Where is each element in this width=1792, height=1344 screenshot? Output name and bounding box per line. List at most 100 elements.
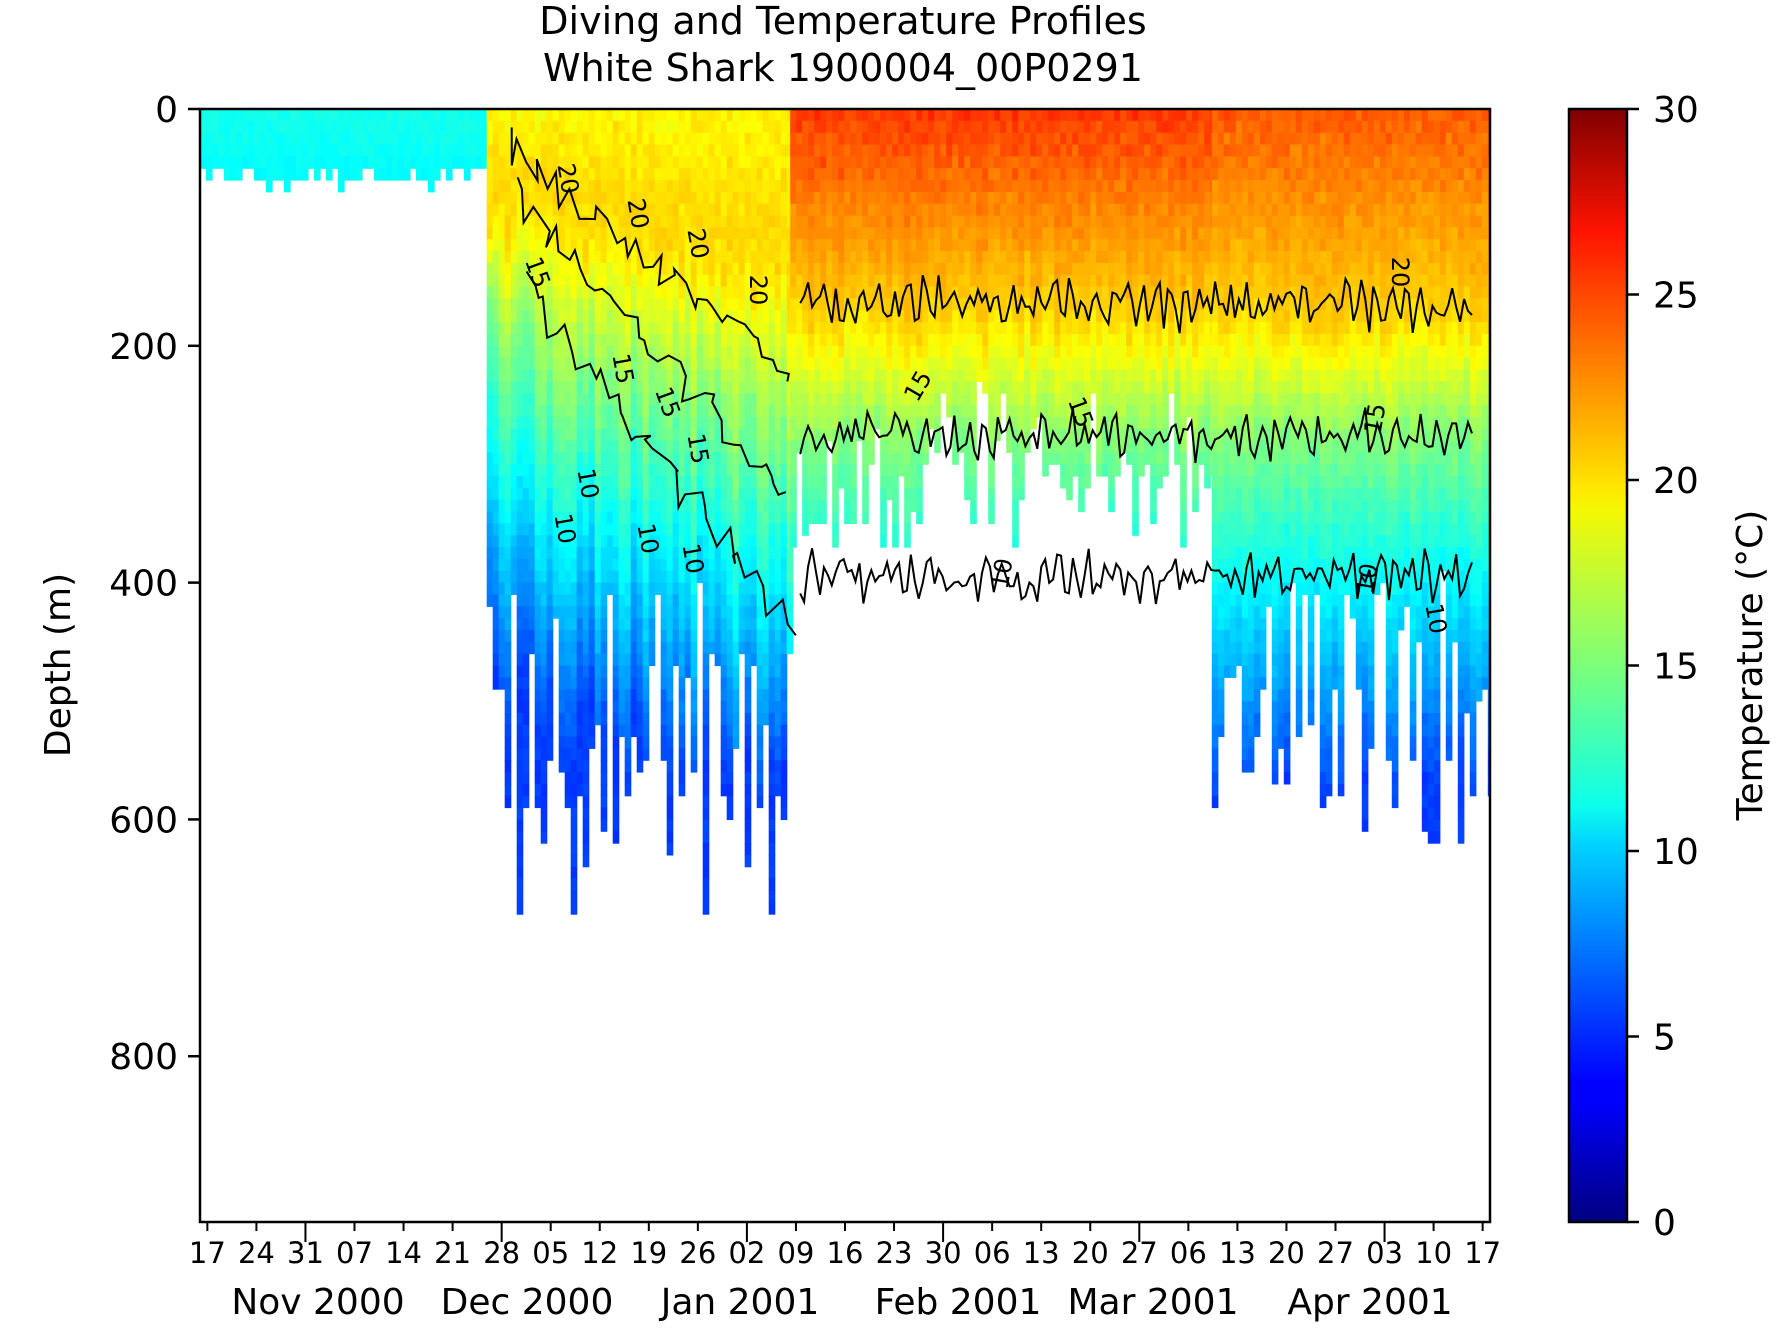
heatmap-cell <box>892 440 899 453</box>
heatmap-cell <box>928 298 935 311</box>
heatmap-cell <box>1144 428 1151 442</box>
heatmap-cell <box>564 724 572 738</box>
heatmap-cell <box>624 736 632 749</box>
heatmap-cell <box>492 393 500 406</box>
heatmap-cell <box>832 381 839 394</box>
heatmap-cell <box>660 535 668 548</box>
heatmap-cell <box>648 405 656 418</box>
heatmap-cell <box>994 132 1001 146</box>
heatmap-cell <box>558 641 566 655</box>
heatmap-cell <box>1006 132 1013 146</box>
heatmap-cell <box>1042 227 1049 240</box>
heatmap-cell <box>916 262 923 276</box>
heatmap-cell <box>594 286 602 299</box>
heatmap-cell <box>868 144 875 157</box>
heatmap-cell <box>588 665 596 678</box>
heatmap-cell <box>636 393 644 406</box>
heatmap-cell <box>738 286 746 299</box>
heatmap-cell <box>528 641 536 655</box>
heatmap-cell <box>1000 251 1007 264</box>
heatmap-cell <box>630 428 638 442</box>
heatmap-cell <box>874 381 881 394</box>
heatmap-cell <box>1006 357 1013 370</box>
heatmap-cell <box>516 653 524 667</box>
heatmap-cell <box>1030 345 1037 359</box>
heatmap-cell <box>738 511 746 524</box>
heatmap-cell <box>808 511 815 524</box>
heatmap-cell <box>1084 109 1091 122</box>
heatmap-cell <box>1030 286 1037 299</box>
heatmap-cell <box>862 405 869 418</box>
heatmap-cell <box>678 464 686 477</box>
heatmap-cell <box>576 464 584 477</box>
heatmap-cell <box>808 132 815 146</box>
heatmap-cell <box>582 286 590 299</box>
heatmap-cell <box>958 168 965 181</box>
heatmap-cell <box>780 227 788 240</box>
heatmap-cell <box>762 535 770 548</box>
heatmap-cell <box>618 251 626 264</box>
heatmap-cell <box>952 369 959 382</box>
heatmap-cell <box>958 345 965 359</box>
heatmap-cell <box>952 227 959 240</box>
heatmap-cell <box>1102 215 1109 228</box>
heatmap-cell <box>1048 310 1055 323</box>
heatmap-cell <box>702 606 710 619</box>
heatmap-cell <box>808 357 815 370</box>
heatmap-cell <box>720 168 728 181</box>
heatmap-cell <box>594 251 602 264</box>
heatmap-cell <box>1042 381 1049 394</box>
heatmap-cell <box>684 274 692 288</box>
heatmap-cell <box>838 369 845 382</box>
heatmap-cell <box>290 109 297 122</box>
heatmap-cell <box>898 452 905 465</box>
heatmap-cell <box>774 511 782 524</box>
heatmap-cell <box>576 630 584 643</box>
heatmap-cell <box>1090 132 1097 146</box>
heatmap-cell <box>558 381 566 394</box>
heatmap-cell <box>1024 215 1031 228</box>
heatmap-cell <box>814 239 821 252</box>
heatmap-cell <box>1012 535 1019 548</box>
heatmap-cell <box>916 274 923 288</box>
heatmap-cell <box>552 440 560 453</box>
heatmap-cell <box>606 440 614 453</box>
heatmap-cell <box>690 760 698 773</box>
heatmap-cell <box>696 381 704 394</box>
heatmap-cell <box>808 120 815 134</box>
heatmap-cell <box>1072 120 1079 134</box>
heatmap-cell <box>642 665 650 678</box>
heatmap-cell <box>750 191 758 205</box>
heatmap-cell <box>672 215 680 228</box>
heatmap-cell <box>1156 428 1163 442</box>
heatmap-cell <box>612 132 620 146</box>
heatmap-cell <box>934 109 941 122</box>
heatmap-cell <box>802 227 809 240</box>
heatmap-cell <box>588 132 596 146</box>
heatmap-cell <box>1108 452 1115 465</box>
heatmap-cell <box>910 109 917 122</box>
heatmap-cell <box>528 180 536 193</box>
heatmap-cell <box>916 357 923 370</box>
heatmap-cell <box>570 890 578 903</box>
heatmap-cell <box>862 262 869 276</box>
heatmap-cell <box>1012 487 1019 501</box>
heatmap-cell <box>606 511 614 524</box>
heatmap-cell <box>1060 428 1067 442</box>
heatmap-cell <box>552 203 560 217</box>
heatmap-cell <box>540 168 548 181</box>
heatmap-cell <box>904 298 911 311</box>
heatmap-cell <box>624 274 632 288</box>
heatmap-cell <box>504 215 512 228</box>
heatmap-cell <box>750 369 758 382</box>
heatmap-cell <box>928 405 935 418</box>
heatmap-cell <box>576 416 584 430</box>
heatmap-cell <box>1156 345 1163 359</box>
heatmap-cell <box>522 618 530 631</box>
heatmap-cell <box>624 594 632 607</box>
heatmap-cell <box>504 547 512 560</box>
heatmap-cell <box>504 334 512 347</box>
heatmap-cell <box>1060 144 1067 157</box>
heatmap-cell <box>356 156 363 169</box>
heatmap-cell <box>946 393 953 406</box>
